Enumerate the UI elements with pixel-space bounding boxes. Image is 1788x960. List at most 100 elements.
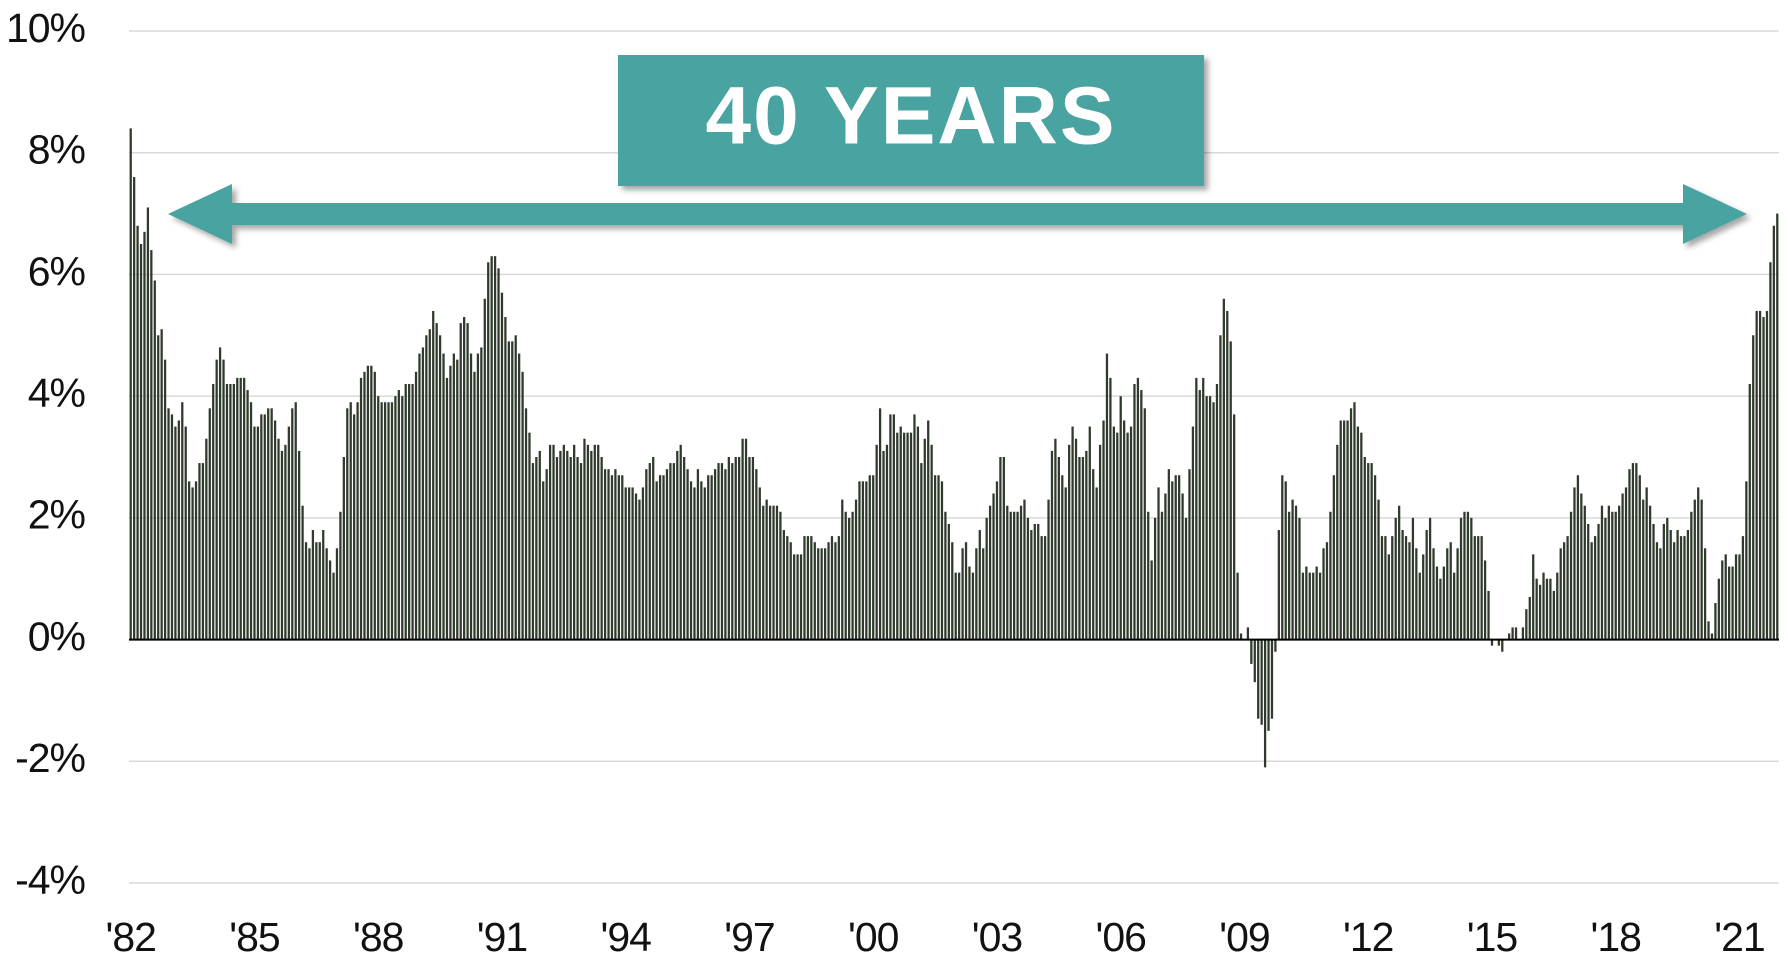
bar xyxy=(841,499,844,640)
bar xyxy=(782,530,785,640)
bar xyxy=(933,475,937,640)
bar xyxy=(318,542,321,640)
bar xyxy=(1239,633,1243,640)
bar xyxy=(373,371,376,640)
bar xyxy=(751,457,755,640)
bar xyxy=(1233,414,1236,640)
bar xyxy=(1566,536,1569,640)
bar xyxy=(837,536,840,640)
bar xyxy=(1380,536,1384,640)
bar xyxy=(160,329,163,640)
x-tick-label: '82 xyxy=(106,914,156,960)
bar xyxy=(1666,517,1669,640)
bar xyxy=(1501,639,1504,652)
bar xyxy=(624,487,627,640)
bar xyxy=(1700,499,1703,640)
bar xyxy=(1016,511,1019,640)
bar xyxy=(370,365,373,640)
bar xyxy=(889,414,892,640)
bar xyxy=(1776,213,1779,640)
bar xyxy=(634,493,638,640)
bar xyxy=(1432,548,1435,640)
bar xyxy=(1573,487,1576,640)
bars xyxy=(129,128,1779,768)
bar xyxy=(923,438,926,640)
bar xyxy=(1047,499,1050,640)
bar xyxy=(1043,536,1047,640)
bar xyxy=(744,438,748,640)
bar xyxy=(1755,310,1758,640)
bar xyxy=(332,572,335,640)
bar xyxy=(1401,530,1404,640)
bar xyxy=(1466,511,1470,640)
bar xyxy=(978,530,981,640)
bar xyxy=(1690,511,1693,640)
bar xyxy=(758,487,761,640)
x-tick-label: '09 xyxy=(1219,914,1269,960)
bar xyxy=(930,444,933,640)
bar xyxy=(1030,530,1033,640)
bar xyxy=(1050,450,1054,640)
y-tick-label: 0% xyxy=(28,613,85,659)
bar xyxy=(1607,505,1610,640)
bar xyxy=(511,341,514,640)
x-tick-label: '06 xyxy=(1096,914,1146,960)
bar xyxy=(899,426,902,640)
bar xyxy=(1600,505,1604,640)
bar xyxy=(793,554,796,640)
x-tick-label: '85 xyxy=(229,914,280,960)
bar xyxy=(249,402,253,640)
bar xyxy=(1057,457,1060,640)
bar xyxy=(194,481,198,640)
bar xyxy=(1308,572,1311,640)
bar xyxy=(1260,639,1263,725)
bar xyxy=(1119,396,1122,640)
bar xyxy=(1490,639,1494,646)
bar xyxy=(1002,457,1005,640)
bar xyxy=(1673,542,1676,640)
bar xyxy=(246,390,249,640)
bar xyxy=(1408,542,1411,640)
bar xyxy=(1349,408,1353,640)
bar xyxy=(1325,542,1329,640)
bar xyxy=(875,444,878,640)
bar xyxy=(1033,523,1036,640)
bar xyxy=(1195,377,1198,640)
bar xyxy=(1009,511,1012,640)
bar xyxy=(1721,560,1724,640)
bar xyxy=(253,426,256,640)
bar xyxy=(1707,621,1710,640)
bar xyxy=(710,475,713,640)
x-tick-label: '12 xyxy=(1343,914,1393,960)
bar xyxy=(243,377,246,640)
bar xyxy=(1353,402,1356,640)
x-tick-label: '94 xyxy=(601,914,652,960)
bar xyxy=(803,536,806,640)
bar xyxy=(672,463,675,640)
bar xyxy=(263,414,266,640)
bar xyxy=(1112,426,1115,640)
bar xyxy=(1769,262,1772,640)
bar xyxy=(583,438,586,640)
bar xyxy=(727,457,730,640)
bar xyxy=(208,408,211,640)
bar xyxy=(1081,457,1085,640)
bar xyxy=(545,469,548,640)
bar xyxy=(1456,548,1459,640)
bar xyxy=(1360,432,1363,640)
bar xyxy=(796,554,799,640)
bar xyxy=(1418,572,1421,640)
bar xyxy=(177,420,180,640)
bar xyxy=(600,457,603,640)
bar xyxy=(315,542,318,640)
bar xyxy=(1710,633,1714,640)
bar xyxy=(1635,463,1638,640)
bar xyxy=(552,444,555,640)
bar xyxy=(428,329,431,640)
bar xyxy=(201,463,205,640)
bar xyxy=(655,481,658,640)
bar xyxy=(1648,505,1652,640)
bar xyxy=(603,469,607,640)
bar xyxy=(854,499,858,640)
bar xyxy=(1483,560,1487,640)
